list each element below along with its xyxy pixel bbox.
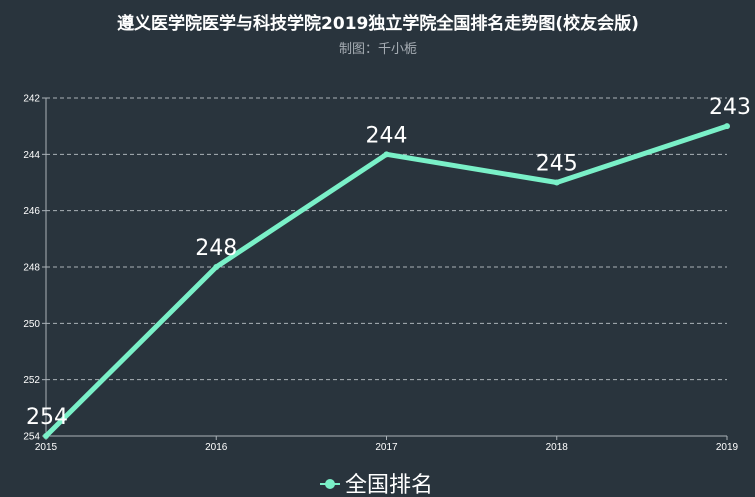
data-label: 243 <box>709 95 751 120</box>
series-line[interactable] <box>43 123 730 439</box>
x-tick-label: 2017 <box>375 442 398 453</box>
legend-marker <box>325 479 335 489</box>
y-tick-label: 252 <box>23 375 40 386</box>
data-label: 254 <box>26 405 68 430</box>
x-tick-label: 2019 <box>716 442 739 453</box>
x-tick-label: 2016 <box>205 442 228 453</box>
y-tick-label: 254 <box>23 432 40 443</box>
data-label: 248 <box>195 236 237 261</box>
data-point[interactable] <box>213 264 220 270</box>
y-tick-label: 242 <box>23 94 40 105</box>
chart-subtitle: 制图：千小栀 <box>339 42 417 57</box>
data-point[interactable] <box>43 433 49 439</box>
series-layer <box>43 123 730 439</box>
legend-label: 全国排名 <box>345 473 433 497</box>
y-tick-label: 248 <box>23 263 40 274</box>
chart-title: 遵义医学院医学与科技学院2019独立学院全国排名走势图(校友会版) <box>117 13 639 34</box>
grid-lines <box>46 97 727 381</box>
y-tick-label: 244 <box>23 150 40 161</box>
x-tick-label: 2015 <box>35 442 58 453</box>
x-tick-label: 2018 <box>546 442 569 453</box>
data-point[interactable] <box>383 151 390 158</box>
data-point[interactable] <box>553 179 560 186</box>
y-tick-label: 246 <box>23 206 40 217</box>
y-tick-label: 250 <box>23 319 40 330</box>
data-label: 244 <box>366 123 408 148</box>
data-point[interactable] <box>724 123 730 130</box>
legend[interactable]: 全国排名 <box>320 473 433 497</box>
data-label: 245 <box>536 152 578 177</box>
data-labels: 254 248 244 245 243 <box>26 95 751 430</box>
